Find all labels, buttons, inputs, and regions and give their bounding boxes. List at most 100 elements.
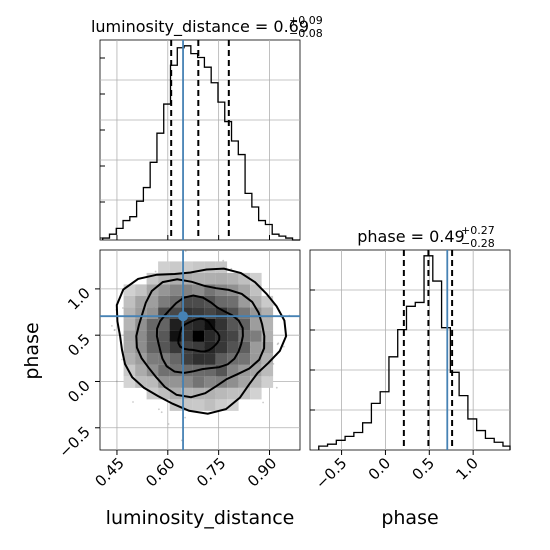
x-tick-label-1: 0.0 bbox=[365, 454, 395, 484]
heatmap-cell bbox=[238, 284, 251, 296]
hist-ld-quantile-lines bbox=[170, 40, 230, 240]
heatmap-cell bbox=[250, 341, 262, 354]
heatmap-cell bbox=[215, 284, 228, 296]
heatmap-cell bbox=[181, 284, 193, 296]
x-tick-label-0: 0.45 bbox=[91, 454, 127, 490]
heatmap-cell bbox=[146, 272, 159, 285]
heatmap-cell bbox=[261, 364, 274, 377]
heatmap-cell bbox=[227, 399, 239, 411]
heatmap-cell bbox=[192, 261, 205, 273]
heatmap-cell bbox=[250, 284, 262, 296]
heatmap-cell bbox=[261, 353, 274, 365]
x-tick-label-1: 0.60 bbox=[142, 454, 178, 490]
heatmap-cell bbox=[135, 330, 147, 342]
heatmap-cell bbox=[250, 307, 262, 319]
scatter-point bbox=[167, 423, 170, 425]
heatmap-cell bbox=[204, 341, 216, 354]
contour-level-2 bbox=[135, 278, 266, 399]
heatmap-cell bbox=[215, 364, 228, 377]
hist-phase-quantile-lines bbox=[402, 250, 454, 450]
hist-phase-frame bbox=[309, 249, 511, 451]
heatmap-cell bbox=[169, 376, 182, 388]
scatter-point bbox=[122, 307, 124, 309]
contour-level-0 bbox=[177, 317, 221, 353]
scatter-point bbox=[277, 342, 280, 345]
heatmap-cell bbox=[227, 341, 239, 354]
heatmap-cell bbox=[181, 318, 193, 331]
heatmap-cell bbox=[204, 330, 216, 342]
heatmap-cell bbox=[215, 307, 228, 319]
heatmap-cell bbox=[215, 318, 228, 331]
x-tick-label-3: 1.0 bbox=[452, 454, 482, 484]
scatter-point bbox=[262, 401, 264, 404]
heatmap-cell bbox=[135, 376, 147, 388]
heatmap-cell bbox=[169, 261, 182, 273]
scatter-point bbox=[114, 329, 116, 331]
heatmap-cell bbox=[204, 387, 216, 400]
heatmap-cell bbox=[146, 318, 159, 331]
hist-phase-ticks: −0.5 0.0 0.5 1.0 bbox=[310, 289, 482, 493]
density-y-ticks: −0.5 0.0 0.5 1.0 bbox=[55, 284, 100, 461]
density-panel: 0.45 0.60 0.75 0.90 −0.5 0.0 0.5 1.0 luminosit… bbox=[21, 249, 301, 529]
heatmap-cell bbox=[227, 376, 239, 388]
scatter-point bbox=[154, 270, 157, 273]
density-contours bbox=[115, 267, 288, 415]
heatmap-cell bbox=[238, 318, 251, 331]
scatter-point bbox=[115, 380, 118, 383]
heatmap-cell bbox=[215, 330, 228, 342]
scatter-point bbox=[160, 411, 163, 414]
heatmap-cell bbox=[146, 330, 159, 342]
heatmap-cell bbox=[204, 307, 216, 319]
heatmap-cell bbox=[146, 353, 159, 365]
scatter-point bbox=[132, 401, 134, 403]
scatter-point bbox=[184, 416, 187, 419]
heatmap-cell bbox=[135, 307, 147, 319]
heatmap-cell bbox=[135, 295, 147, 308]
heatmap-cell bbox=[250, 330, 262, 342]
heatmap-cell bbox=[158, 364, 170, 377]
heatmap-cell bbox=[192, 399, 205, 411]
heatmap-cell bbox=[204, 376, 216, 388]
heatmap-cell bbox=[123, 307, 136, 319]
hist-luminosity-distance-panel: luminosity_distance = 0.69 +0.09 −0.08 bbox=[91, 14, 323, 241]
x-axis-label-phase: phase bbox=[381, 507, 438, 529]
heatmap-cell bbox=[123, 295, 136, 308]
heatmap-cell bbox=[227, 364, 239, 377]
density-truth-marker bbox=[178, 311, 189, 322]
scatter-point bbox=[230, 267, 233, 270]
heatmap-cell bbox=[146, 341, 159, 354]
heatmap-cell bbox=[250, 318, 262, 331]
scatter-point bbox=[158, 408, 160, 411]
heatmap-cell bbox=[135, 318, 147, 331]
heatmap-cell bbox=[146, 364, 159, 377]
heatmap-cell bbox=[250, 387, 262, 400]
heatmap-cell bbox=[215, 261, 228, 273]
heatmap-cell bbox=[250, 295, 262, 308]
y-tick-label-3: 1.0 bbox=[64, 284, 94, 314]
heatmap-cell bbox=[238, 387, 251, 400]
hist-phase-title-sub: −0.28 bbox=[461, 237, 495, 250]
heatmap-cell bbox=[169, 353, 182, 365]
heatmap-cell bbox=[158, 261, 170, 273]
heatmap-cell bbox=[181, 387, 193, 400]
heatmap-cell bbox=[123, 318, 136, 331]
heatmap-cell bbox=[204, 284, 216, 296]
heatmap-cell bbox=[215, 387, 228, 400]
hist-phase-steps bbox=[318, 255, 511, 450]
heatmap-cell bbox=[158, 318, 170, 331]
heatmap-cell bbox=[158, 307, 170, 319]
y-axis-label-phase: phase bbox=[21, 322, 43, 379]
scatter-point bbox=[282, 345, 285, 348]
heatmap-cell bbox=[146, 376, 159, 388]
contour-level-1 bbox=[155, 294, 244, 374]
y-tick-label-1: 0.0 bbox=[64, 377, 94, 407]
x-tick-label-2: 0.75 bbox=[193, 454, 229, 490]
scatter-point bbox=[113, 329, 116, 331]
heatmap-cell bbox=[261, 341, 274, 354]
heatmap-cell bbox=[123, 341, 136, 354]
heatmap-cell bbox=[227, 330, 239, 342]
hist-phase-grid bbox=[310, 250, 510, 450]
scatter-point bbox=[121, 358, 123, 361]
heatmap-cell bbox=[238, 272, 251, 285]
